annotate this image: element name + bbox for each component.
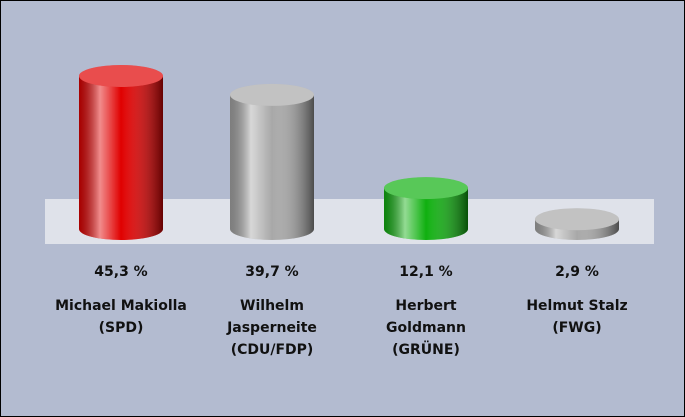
cylinder-top-light [230,83,314,106]
cylinder-top-light [535,208,619,231]
category-label: Herbert Goldmann (GRÜNE) [386,298,466,358]
category-label: Wilhelm Jasperneite (CDU/FDP) [227,298,317,358]
value-label: 2,9 % [555,264,599,280]
cylinder-top-light [384,177,468,200]
cylinder-shade [230,94,314,240]
bar [384,177,468,240]
category-label: Helmut Stalz (FWG) [526,298,628,336]
value-label: 39,7 % [245,264,299,280]
value-label: 12,1 % [399,264,453,280]
category-label: Michael Makiolla (SPD) [55,298,187,336]
bar [230,83,314,240]
cylinder-top [230,83,314,106]
cylinder-top [535,208,619,231]
cylinder-shade [384,188,468,240]
bar [535,208,619,240]
bar [79,65,163,240]
cylinder-top-light [79,65,163,87]
value-label: 45,3 % [94,264,148,280]
cylinder-shade [79,76,163,240]
cylinder-top [79,65,163,87]
cylinder-top [384,177,468,200]
